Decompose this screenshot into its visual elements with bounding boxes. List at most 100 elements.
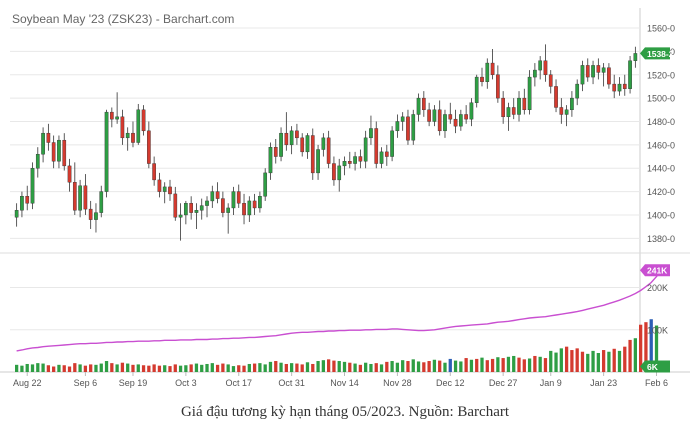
volume-bar <box>623 346 627 372</box>
open-interest-badge-text: 241K <box>647 266 668 276</box>
candle-body <box>35 153 40 169</box>
candle-body <box>570 97 574 111</box>
volume-bar <box>141 365 146 372</box>
price-tick-label: 1400-0 <box>647 210 675 220</box>
volume-bar <box>390 361 394 372</box>
volume-bar <box>168 366 172 372</box>
candle-body <box>226 207 231 213</box>
candle-body <box>538 60 543 71</box>
volume-bar <box>226 364 230 372</box>
candle-body <box>67 165 72 183</box>
volume-bar <box>633 338 637 372</box>
candle-body <box>496 74 500 99</box>
candle-body <box>305 135 310 153</box>
candle-body <box>464 114 468 120</box>
candle-body <box>469 102 474 120</box>
last-price-badge-text: 1538-2 <box>647 49 674 59</box>
x-tick-label: Nov 28 <box>383 378 412 388</box>
x-tick-label: Sep 19 <box>119 378 148 388</box>
volume-bar <box>311 363 315 372</box>
volume-bar <box>432 359 437 372</box>
candle-body <box>427 109 431 122</box>
candle-body <box>168 186 172 195</box>
candle-body <box>358 156 363 162</box>
volume-bar <box>205 363 209 372</box>
volume-bar <box>480 357 484 372</box>
volume-bar <box>184 365 188 372</box>
volume-bar <box>464 358 468 372</box>
volume-bar <box>67 366 72 372</box>
volume-badge: 6K <box>640 360 670 373</box>
volume-bar <box>385 361 389 372</box>
candle-body <box>215 191 220 199</box>
volume-bar <box>506 356 511 372</box>
candle-body <box>459 114 463 127</box>
candle-body <box>131 132 135 143</box>
volume-bar <box>522 359 526 372</box>
candle-body <box>622 83 627 89</box>
volume-bar <box>263 364 267 372</box>
open-interest-layer <box>16 269 663 352</box>
volume-bar <box>289 363 294 372</box>
x-tick-label: Oct 17 <box>225 378 252 388</box>
candle-body <box>157 179 162 192</box>
candle-body <box>99 191 104 213</box>
candle-body <box>522 97 527 111</box>
candle-body <box>268 146 273 174</box>
candle-body <box>189 203 193 213</box>
x-tick-label: Sep 6 <box>74 378 98 388</box>
candle-body <box>448 114 453 120</box>
volume-bar <box>221 363 225 372</box>
volume-bar <box>654 325 659 372</box>
x-tick-label: Jan 9 <box>540 378 562 388</box>
candle-body <box>474 76 479 103</box>
volume-bar <box>247 363 251 372</box>
volume-layer <box>15 319 659 372</box>
volume-bar <box>104 361 109 372</box>
candle-body <box>184 203 188 216</box>
price-volume-chart: 1380-0 1400-0 1420-0 1440-0 1460-0 1480-0 1500… <box>0 8 690 388</box>
candle-body <box>432 109 437 122</box>
volume-bar <box>136 364 140 372</box>
volume-bar <box>178 365 183 372</box>
candle-body <box>612 83 617 92</box>
candle-body <box>20 196 24 211</box>
volume-bar <box>305 362 310 372</box>
candle-body <box>310 135 315 174</box>
volume-bar <box>348 362 352 372</box>
volume-badge-text: 6K <box>647 362 659 372</box>
volume-bar <box>512 355 516 372</box>
volume-bar <box>527 358 532 372</box>
candle-body <box>326 137 331 164</box>
candle-body <box>337 165 342 181</box>
candle-body <box>369 128 373 139</box>
volume-bar <box>395 362 400 372</box>
candle-body <box>485 62 490 82</box>
x-tick-label: Aug 22 <box>13 378 42 388</box>
volume-bar <box>200 364 204 372</box>
candle-body <box>580 65 585 85</box>
candle-body <box>295 130 299 139</box>
candle-body <box>421 97 426 111</box>
volume-bar <box>210 363 214 372</box>
candle-body <box>147 130 151 164</box>
volume-bar <box>258 363 262 372</box>
candle-body <box>194 210 199 213</box>
x-tick-label: Jan 23 <box>590 378 617 388</box>
volume-bar <box>89 364 93 372</box>
volume-bar <box>443 362 447 372</box>
volume-bar <box>268 361 273 372</box>
volume-bar <box>15 364 19 372</box>
candle-body <box>437 109 442 132</box>
volume-bar <box>644 322 648 372</box>
last-price-badge: 1538-2 <box>640 47 674 60</box>
candle-body <box>104 111 109 192</box>
candle-body <box>115 116 119 120</box>
candle-body <box>591 65 595 78</box>
volume-bar <box>115 364 119 372</box>
volume-tick-label: 100K <box>647 325 668 335</box>
candle-body <box>564 109 569 115</box>
volume-bar <box>639 324 643 372</box>
x-tick-label: Feb 6 <box>645 378 668 388</box>
candle-body <box>178 214 183 218</box>
